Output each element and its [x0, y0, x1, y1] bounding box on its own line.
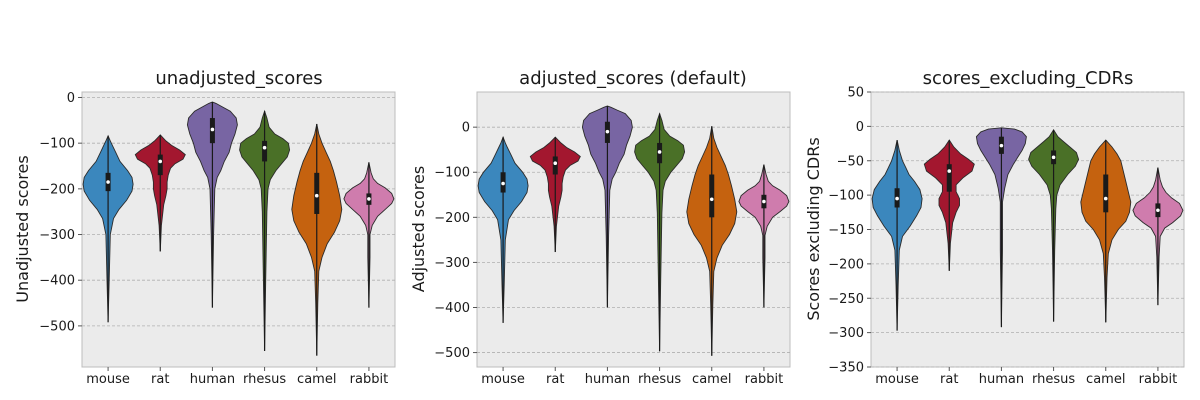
panel-title: adjusted_scores (default)	[519, 68, 747, 89]
violin-iqr-box	[314, 172, 320, 214]
x-tick-label: rhesus	[638, 372, 681, 387]
x-tick-label: rabbit	[350, 372, 389, 387]
violin-rat	[923, 139, 975, 271]
violin-rhesus	[1028, 128, 1080, 322]
y-tick-label: −200	[434, 211, 470, 226]
violin-mouse	[82, 134, 134, 323]
violin-median	[709, 197, 714, 202]
violin-median	[262, 145, 267, 150]
violin-iqr-box	[552, 156, 558, 175]
y-tick-label: 50	[847, 86, 864, 101]
violin-human	[581, 105, 633, 308]
violin-median	[605, 129, 610, 134]
violin-rabbit	[1132, 167, 1184, 306]
y-tick-label: 0	[462, 121, 470, 136]
x-tick-label: camel	[692, 372, 731, 387]
plot-area: 0 −100 −200 −300 −400 −500 mouse rat human rhesus…	[39, 91, 396, 387]
violin-iqr-box	[157, 154, 163, 176]
y-tick-label: −100	[39, 137, 75, 152]
violin-rhesus	[239, 109, 291, 352]
x-tick-label: camel	[1086, 372, 1125, 387]
y-tick-label: −200	[828, 257, 864, 272]
y-tick-label: −100	[828, 189, 864, 204]
violin-rat	[529, 136, 581, 253]
x-tick-label: rabbit	[745, 372, 784, 387]
violin-rat	[134, 134, 186, 252]
y-tick-label: −150	[828, 223, 864, 238]
violin-median	[947, 169, 952, 173]
x-tick-label: mouse	[875, 372, 919, 387]
y-tick-label: −400	[39, 274, 75, 289]
violin-median	[657, 150, 662, 154]
violin-median	[501, 181, 505, 186]
violin-median	[553, 161, 558, 166]
violin-iqr-box	[709, 174, 715, 218]
y-tick-label: −300	[828, 326, 864, 341]
violin-rabbit	[738, 164, 790, 308]
violin-rhesus	[634, 112, 686, 352]
x-tick-label: human	[585, 372, 630, 387]
violin-median	[1156, 208, 1160, 213]
violin-median	[367, 197, 371, 201]
x-tick-label: rat	[940, 372, 958, 387]
x-tick-label: human	[979, 372, 1024, 387]
violin-median	[762, 199, 766, 204]
x-tick-label: camel	[297, 372, 336, 387]
panel-title: unadjusted_scores	[155, 68, 322, 89]
violin-mouse	[871, 140, 923, 331]
x-tick-label: rat	[546, 372, 564, 387]
x-tick-label: human	[190, 372, 235, 387]
violin-median	[210, 127, 215, 132]
y-tick-label: −350	[828, 361, 864, 376]
y-axis-label: Adjusted scores	[409, 166, 428, 292]
x-tick-label: rhesus	[1032, 372, 1075, 387]
violin-iqr-box	[262, 140, 268, 162]
panel-adjusted-scores: 0 −100 −200 −300 −400 −500 mouse rat human rhesus…	[409, 68, 791, 387]
violin-camel	[1080, 139, 1132, 323]
plot-area: 50 0 −50 −100 −150 −200 −250 −300 −350 mouse rat hu…	[828, 86, 1185, 387]
violin-median	[999, 143, 1004, 148]
x-tick-label: mouse	[481, 372, 525, 387]
violin-rabbit	[343, 162, 395, 308]
violin-human	[975, 127, 1027, 328]
violin-median	[1103, 196, 1108, 201]
y-tick-label: −200	[39, 182, 75, 197]
plot-background	[81, 91, 396, 368]
violin-iqr-box	[1103, 174, 1109, 213]
y-axis-label: Scores excluding CDRs	[804, 137, 823, 320]
panel-scores-excluding-cdrs: 50 0 −50 −100 −150 −200 −250 −300 −350 mouse rat hu…	[804, 68, 1185, 387]
y-tick-label: −300	[434, 256, 470, 271]
y-tick-label: −400	[434, 301, 470, 316]
x-tick-label: rat	[151, 372, 169, 387]
x-tick-label: rabbit	[1139, 372, 1178, 387]
y-tick-label: −100	[434, 166, 470, 181]
violin-human	[186, 101, 238, 308]
x-tick-label: rhesus	[243, 372, 286, 387]
y-tick-label: −500	[434, 346, 470, 361]
panel-unadjusted-scores: 0 −100 −200 −300 −400 −500 mouse rat human rhesus…	[13, 68, 396, 387]
panel-title: scores_excluding_CDRs	[923, 68, 1134, 89]
violin-mouse	[477, 135, 529, 323]
y-tick-label: −500	[39, 319, 75, 334]
violin-median	[895, 196, 899, 201]
y-tick-label: 0	[67, 91, 75, 106]
violin-median	[158, 159, 163, 164]
y-tick-label: −300	[39, 228, 75, 243]
plot-background	[476, 91, 791, 368]
violin-camel	[291, 123, 343, 356]
y-tick-label: −50	[837, 154, 864, 169]
x-tick-label: mouse	[86, 372, 130, 387]
violin-camel	[686, 126, 738, 356]
y-tick-label: −250	[828, 292, 864, 307]
y-axis-label: Unadjusted scores	[13, 155, 32, 302]
violin-iqr-box	[946, 164, 952, 192]
violin-median	[1051, 155, 1056, 160]
violin-median	[314, 193, 319, 198]
violin-median	[106, 180, 110, 184]
plot-area: 0 −100 −200 −300 −400 −500 mouse rat human rhesus…	[434, 91, 791, 387]
y-tick-label: 0	[856, 120, 864, 135]
